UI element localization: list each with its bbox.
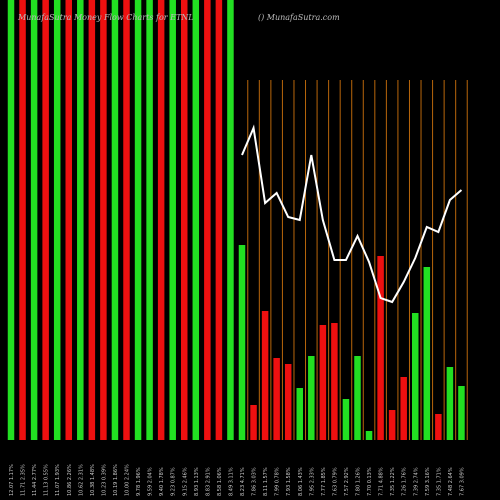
x-tick-label: 7.35 1.71% [436, 467, 442, 496]
x-tick-label: 11.44 2.77% [32, 464, 38, 496]
x-tick-label: 7.59 3.16% [425, 467, 431, 496]
x-tick-label: 8.06 1.43% [298, 467, 304, 496]
bar [111, 0, 119, 440]
x-tick-label: 7.48 2.64% [448, 467, 454, 496]
x-tick-label: 10.19 1.86% [113, 464, 119, 496]
x-tick-label: 7.26 1.76% [402, 467, 408, 496]
x-tick-label: 10.23 0.39% [101, 464, 107, 496]
bar [146, 0, 153, 440]
x-tick-label: 9.15 2.46% [182, 467, 188, 496]
bar [377, 256, 384, 440]
bar [296, 388, 303, 440]
x-tick-label: 7.63 0.79% [332, 467, 338, 496]
bar [388, 410, 396, 440]
bar [88, 0, 96, 440]
bar [365, 431, 373, 440]
guides [247, 80, 468, 440]
x-tick-label: 8.83 2.91% [205, 467, 211, 496]
bar [204, 0, 211, 440]
x-tick-label: 10.62 2.31% [78, 464, 84, 496]
bar [215, 0, 223, 440]
x-tick-label: 7.86 3.03% [252, 467, 258, 496]
bar [157, 0, 165, 440]
bar [412, 313, 419, 440]
x-tick-label: 8.23 4.71% [240, 467, 246, 496]
bar [19, 0, 26, 440]
x-tick-label: 10.86 2.26% [67, 464, 73, 496]
x-tick-label: 9.23 0.87% [171, 467, 177, 496]
x-tick-label: 7.95 2.33% [309, 467, 315, 496]
x-tick-label: 10.38 1.48% [90, 464, 96, 496]
bar [30, 0, 38, 440]
bars [7, 0, 465, 440]
x-tick-label: 12.07 1.17% [9, 464, 15, 496]
x-tick-label: 8.93 1.13% [194, 467, 200, 496]
x-tick-label: 7.67 3.09% [459, 467, 465, 496]
x-tick-label: 7.70 0.13% [367, 467, 373, 496]
line [241, 124, 463, 304]
x-tick-label: 9.40 1.78% [159, 467, 165, 496]
x-tick-label: 10.00 2.24% [125, 464, 131, 496]
x-tick-label: 7.99 0.78% [275, 467, 281, 496]
bar [42, 0, 49, 440]
bar [77, 0, 84, 440]
bar [238, 245, 246, 440]
bar [134, 0, 142, 440]
bar [342, 399, 350, 440]
x-tick-label: 8.11 1.57% [263, 467, 269, 496]
x-tick-label: 7.39 2.74% [413, 467, 419, 496]
x-tick-label: 7.80 1.26% [356, 467, 362, 496]
bar [331, 323, 338, 440]
x-tick-label: 8.49 3.11% [228, 467, 234, 496]
x-tick-label: 7.93 1.58% [286, 467, 292, 496]
bar [308, 356, 315, 440]
chart-subtitle: () MunafaSutra.com [258, 13, 340, 22]
x-tick-label: 7.35 1.22% [390, 467, 396, 496]
x-tick-label: 7.57 2.92% [344, 467, 350, 496]
bar [123, 0, 130, 440]
bar [284, 364, 292, 440]
bar [227, 0, 234, 440]
bar [181, 0, 188, 440]
bar [400, 377, 407, 440]
bar [435, 414, 442, 440]
labels: 12.07 1.17% 11.71 2.35% 11.44 2.77% 11.13 0… [9, 464, 465, 496]
bar [53, 0, 61, 440]
x-tick-label: 7.71 4.88% [379, 467, 385, 496]
bar [423, 267, 431, 440]
bar [250, 405, 257, 440]
x-tick-label: 11.13 0.55% [44, 464, 50, 496]
x-tick-label: 9.78 1.96% [136, 467, 142, 496]
bar [7, 0, 15, 440]
bar [261, 311, 269, 440]
bar [169, 0, 176, 440]
x-tick-label: 11.71 2.35% [21, 464, 27, 496]
bar [100, 0, 107, 440]
bar [354, 356, 361, 440]
bar [65, 0, 72, 440]
bar [446, 367, 454, 440]
bar [319, 325, 327, 440]
chart-title: MunafaSutra Money Flow Charts for ETNL [17, 13, 194, 22]
x-tick-label: 8.58 1.06% [217, 467, 223, 496]
x-tick-label: 11.07 1.93% [55, 464, 61, 496]
bar [273, 358, 280, 440]
x-tick-label: 9.59 2.04% [148, 467, 154, 496]
bar [192, 0, 200, 440]
x-tick-label: 7.77 1.85% [321, 467, 327, 496]
bar [458, 386, 465, 440]
